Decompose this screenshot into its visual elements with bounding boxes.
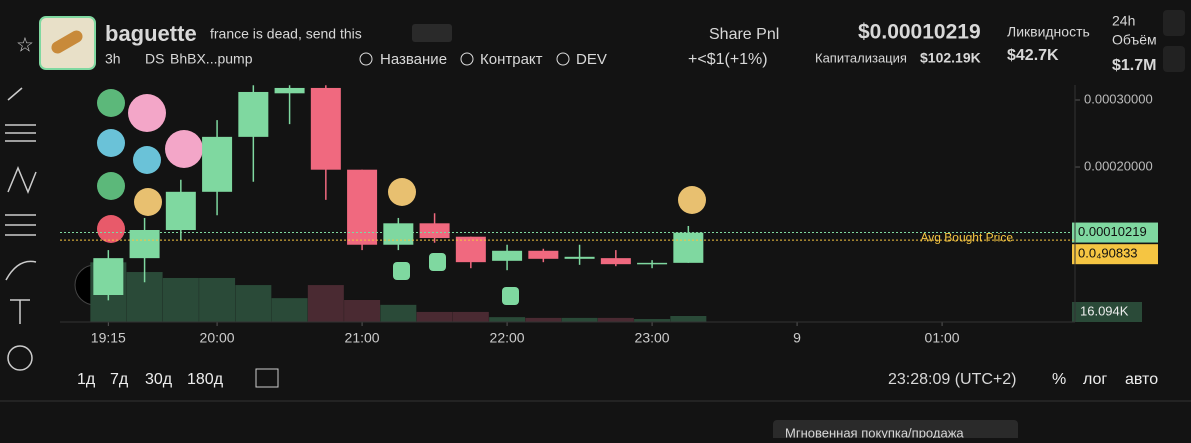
y-tick-label: 0.00030000 bbox=[1084, 91, 1153, 106]
share-pnl[interactable]: Share Pnl bbox=[709, 26, 779, 43]
x-tick-label: 9 bbox=[793, 330, 801, 346]
price-label: 0.0₄90833 bbox=[1078, 246, 1138, 261]
logo-art bbox=[51, 30, 83, 54]
volume-bar bbox=[344, 299, 381, 322]
x-tick-label: 19:15 bbox=[91, 330, 126, 346]
search-icon bbox=[359, 52, 373, 66]
x-tick-label: 21:00 bbox=[345, 330, 380, 346]
tagline: france is dead, send this bbox=[210, 26, 362, 42]
badges bbox=[412, 24, 452, 42]
candle-body bbox=[202, 136, 233, 192]
range-button[interactable]: 7д bbox=[110, 371, 129, 388]
clock: 23:28:09 (UTC+2) bbox=[888, 371, 1017, 388]
volume-bar bbox=[561, 317, 598, 322]
link[interactable]: Контракт bbox=[480, 51, 543, 68]
mode-button[interactable]: % bbox=[1052, 371, 1066, 388]
cap-label: Капитализация bbox=[815, 50, 907, 65]
candle-body bbox=[419, 223, 450, 239]
candle-body bbox=[637, 262, 668, 265]
left-toolbar bbox=[5, 87, 37, 371]
y-tick-label: 0.00020000 bbox=[1084, 158, 1153, 173]
pnl: +<$1(+1%) bbox=[688, 51, 768, 68]
volume-bar bbox=[271, 298, 308, 322]
volume-bar bbox=[380, 304, 417, 322]
volume-bar bbox=[634, 319, 671, 322]
candle-body bbox=[165, 191, 196, 231]
vol-label: Объём bbox=[1112, 32, 1157, 48]
candle-body bbox=[347, 169, 378, 245]
candle-body bbox=[564, 256, 595, 259]
liq-label: Ликвидность bbox=[1007, 24, 1090, 40]
nav-button[interactable] bbox=[1163, 10, 1185, 36]
vol-value: $1.7M bbox=[1112, 57, 1156, 74]
settings-button[interactable] bbox=[1163, 46, 1185, 72]
price-label-box bbox=[1072, 222, 1158, 243]
x-tick-label: 23:00 bbox=[635, 330, 670, 346]
candle-body bbox=[492, 250, 523, 261]
vol-label: 24h bbox=[1112, 13, 1135, 29]
volume-bar bbox=[162, 277, 199, 322]
star-icon[interactable]: ☆ bbox=[16, 34, 34, 56]
candle-body bbox=[93, 258, 124, 295]
volume-bar bbox=[489, 317, 526, 322]
volume-bar bbox=[199, 277, 236, 322]
instant-trade-label[interactable]: Мгновенная покупка/продажа bbox=[785, 425, 964, 440]
instant-trade-button[interactable] bbox=[773, 420, 1018, 443]
candle-body bbox=[455, 236, 486, 263]
date-range-icon[interactable] bbox=[255, 368, 279, 388]
link[interactable]: Название bbox=[380, 51, 447, 68]
search-icon bbox=[556, 52, 570, 66]
range-button[interactable]: 180д bbox=[187, 371, 224, 388]
token-name: baguette bbox=[105, 21, 197, 46]
candle-body bbox=[274, 87, 305, 94]
volume-bar bbox=[597, 317, 634, 322]
search-icon bbox=[460, 52, 474, 66]
avg-bought-label: Avg Bought Price bbox=[920, 230, 1013, 244]
age: 3h bbox=[105, 51, 121, 67]
price: $0.00010219 bbox=[858, 21, 981, 44]
volume-bar bbox=[670, 315, 707, 322]
volume-label-box bbox=[1072, 302, 1142, 322]
volume-bar bbox=[235, 285, 272, 322]
address[interactable]: BhBX...pump bbox=[170, 51, 253, 67]
ds[interactable]: DS bbox=[145, 51, 164, 67]
range-button[interactable]: 30д bbox=[145, 371, 173, 388]
mode-button[interactable]: лог bbox=[1083, 371, 1107, 388]
cap-value: $102.19K bbox=[920, 50, 981, 66]
volume-bar bbox=[416, 311, 453, 322]
x-tick-label: 20:00 bbox=[200, 330, 235, 346]
link[interactable]: DEV bbox=[576, 51, 607, 68]
price-label-box bbox=[1072, 244, 1158, 265]
volume-label: 16.094K bbox=[1080, 303, 1129, 318]
mode-button[interactable]: авто bbox=[1125, 371, 1158, 388]
candle-body bbox=[383, 223, 414, 245]
volume-bar bbox=[525, 317, 562, 322]
liq-value: $42.7K bbox=[1007, 47, 1059, 64]
volume-bar bbox=[452, 311, 489, 322]
volume-bar bbox=[307, 285, 344, 322]
candle-body bbox=[129, 230, 160, 259]
x-tick-label: 22:00 bbox=[490, 330, 525, 346]
price-label: 0.00010219 bbox=[1078, 224, 1147, 239]
candle-body bbox=[238, 91, 269, 137]
x-tick-label: 01:00 bbox=[925, 330, 960, 346]
candle-body bbox=[673, 232, 704, 263]
candle-body bbox=[528, 250, 559, 259]
candle-body bbox=[310, 87, 341, 170]
candle-body bbox=[600, 258, 631, 265]
range-button[interactable]: 1д bbox=[77, 371, 96, 388]
